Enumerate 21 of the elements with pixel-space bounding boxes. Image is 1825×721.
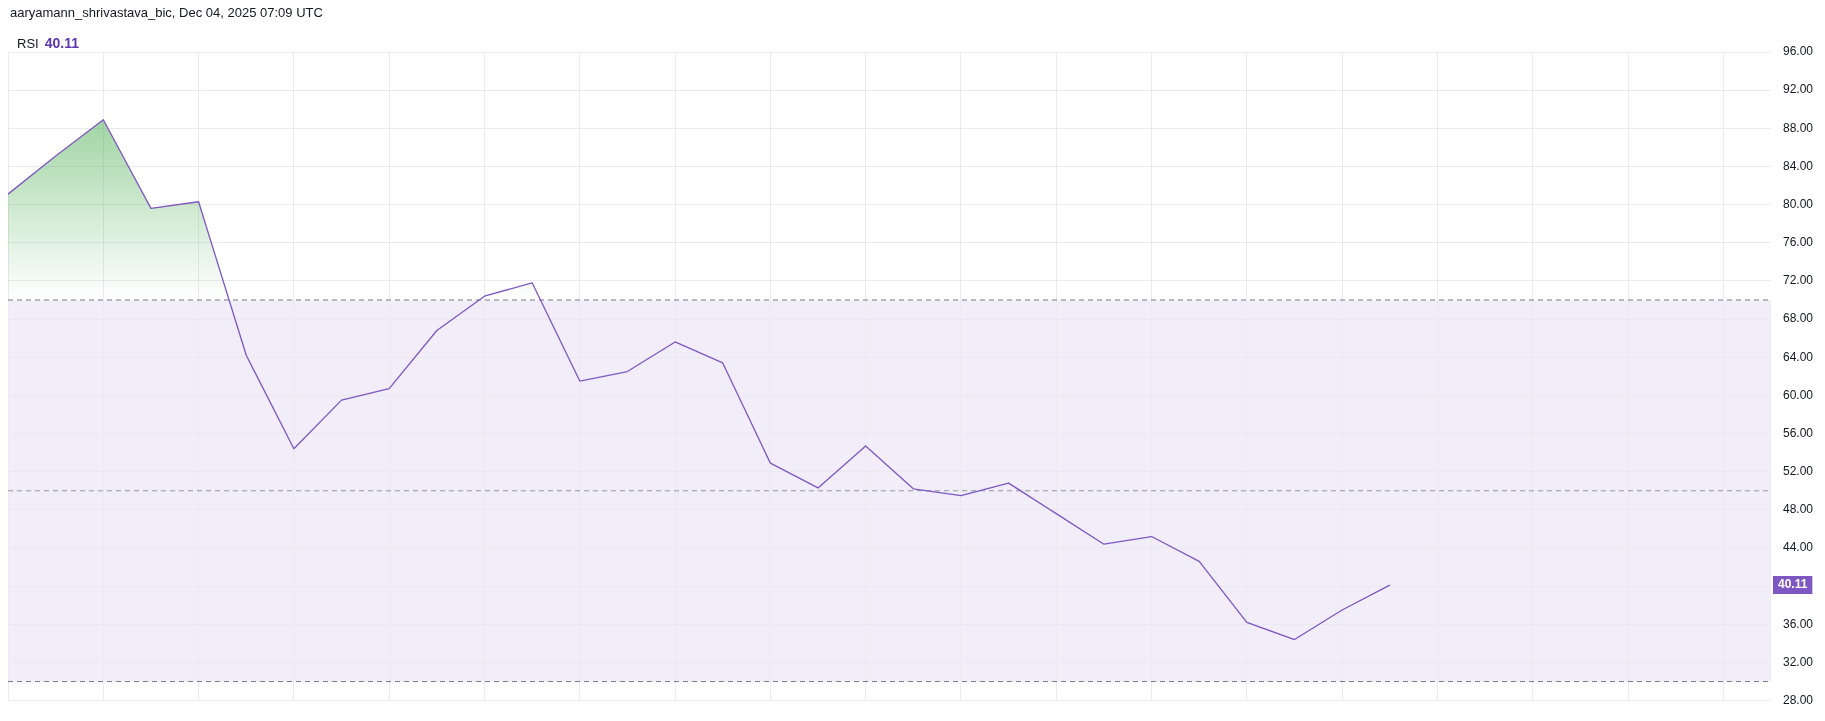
- y-tick-label: 76.00: [1782, 235, 1814, 250]
- y-tick-label: 48.00: [1782, 502, 1814, 517]
- y-tick-label: 80.00: [1782, 196, 1814, 211]
- y-tick-label: 52.00: [1782, 463, 1814, 478]
- y-tick-label: 60.00: [1782, 387, 1814, 402]
- y-tick-label: 44.00: [1782, 540, 1814, 555]
- y-tick-label: 96.00: [1782, 44, 1814, 59]
- text: 40.11: [44, 35, 79, 51]
- y-tick-label: 88.00: [1782, 120, 1814, 135]
- y-tick-label: 36.00: [1782, 616, 1814, 631]
- y-tick-label: 32.00: [1782, 654, 1814, 669]
- text: aaryamann_shrivastava_bic, Dec 04, 2025 07:09 UTC: [9, 4, 324, 22]
- y-tick-label: 72.00: [1782, 273, 1814, 288]
- y-tick-label: 56.00: [1782, 425, 1814, 440]
- y-tick-label: 28.00: [1782, 692, 1814, 707]
- y-tick-label: 84.00: [1782, 158, 1814, 173]
- y-tick-label: 92.00: [1782, 82, 1814, 97]
- annotation: 40.11: [1777, 577, 1808, 592]
- y-tick-label: 68.00: [1782, 311, 1814, 326]
- y-tick-label: 64.00: [1782, 349, 1814, 364]
- text: RSI: [17, 36, 39, 51]
